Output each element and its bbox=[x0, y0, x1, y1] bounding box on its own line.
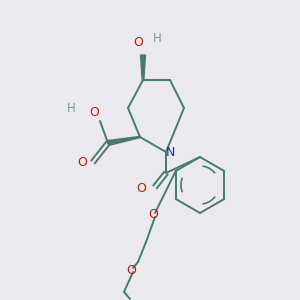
Text: O: O bbox=[77, 157, 87, 169]
Text: H: H bbox=[153, 32, 161, 44]
Polygon shape bbox=[140, 55, 146, 80]
Text: O: O bbox=[89, 106, 99, 119]
Text: O: O bbox=[126, 263, 136, 277]
Text: O: O bbox=[133, 37, 143, 50]
Polygon shape bbox=[107, 136, 140, 146]
Text: O: O bbox=[136, 182, 146, 196]
Text: O: O bbox=[148, 208, 158, 221]
Text: N: N bbox=[165, 146, 175, 158]
Text: H: H bbox=[67, 103, 75, 116]
